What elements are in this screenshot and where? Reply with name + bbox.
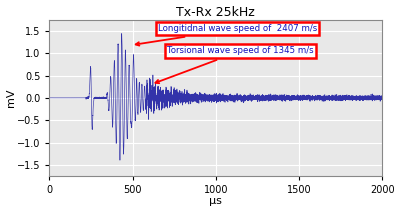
Title: Tx-Rx 25kHz: Tx-Rx 25kHz [176,6,255,19]
X-axis label: μs: μs [209,197,222,206]
Text: Longitidnal wave speed of  2407 m/s: Longitidnal wave speed of 2407 m/s [136,24,317,46]
Y-axis label: mV: mV [6,89,16,107]
Text: Torsional wave speed of 1345 m/s: Torsional wave speed of 1345 m/s [156,46,314,83]
